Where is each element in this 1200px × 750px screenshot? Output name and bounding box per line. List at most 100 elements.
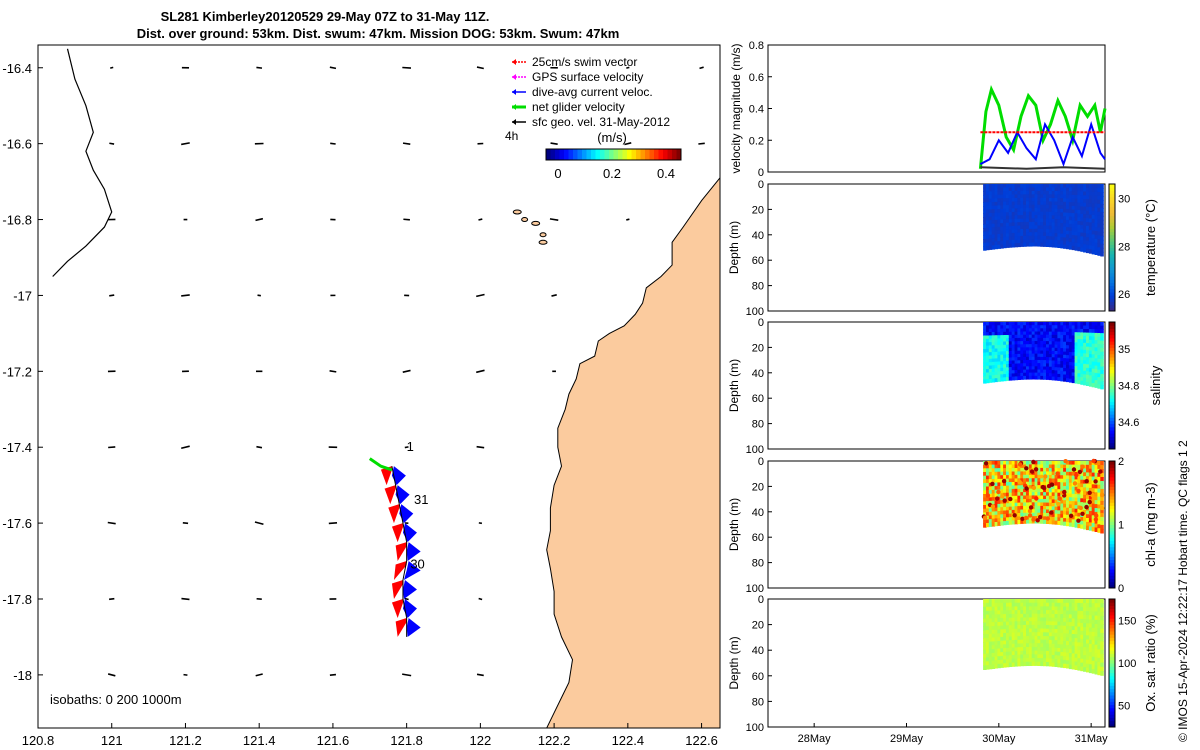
temperature-cell: [1048, 236, 1053, 241]
oxygen-cell: [1054, 614, 1059, 619]
geo-velocity-arrow: [624, 142, 632, 146]
salinity-cell: [1023, 322, 1027, 326]
salinity-cell: [1091, 365, 1096, 370]
chla-cell: [997, 471, 1001, 476]
oxygen-cell: [986, 653, 990, 658]
temperature-cell: [1040, 215, 1044, 220]
chla-cell: [1066, 471, 1070, 476]
chla-cell: [1008, 510, 1013, 515]
salinity-cell: [1003, 335, 1007, 339]
oxygen-cell: [1020, 606, 1024, 611]
salinity-cell: [1031, 359, 1036, 364]
salinity-cell: [1054, 325, 1059, 329]
temperature-cell: [1054, 229, 1059, 234]
temperature-cell: [1000, 201, 1004, 206]
temperature-cell: [1023, 184, 1027, 189]
salinity-cell: [1097, 351, 1101, 356]
temperature-cell: [1068, 202, 1073, 207]
temperature-cell: [1077, 221, 1081, 226]
oxygen-cell: [1008, 632, 1013, 637]
oxygen-cell: [1060, 633, 1064, 638]
oxygen-cell: [1014, 599, 1019, 604]
salinity-cell: [1083, 335, 1087, 340]
chla-cell: [1028, 488, 1033, 493]
salinity-cell: [1046, 325, 1050, 329]
temperature-cell: [1094, 242, 1099, 248]
temperature-colorbar-cell: [1109, 260, 1115, 264]
salinity-cell: [1060, 374, 1064, 379]
current-vector-patch: [399, 504, 414, 524]
temperature-cell: [1040, 235, 1044, 240]
chla-cell: [1071, 508, 1076, 513]
salinity-cell: [1043, 366, 1047, 371]
oxygen-cell: [1071, 657, 1076, 662]
geo-velocity-arrow: [476, 445, 485, 449]
oxygen-cell: [1054, 662, 1059, 667]
oxygen-cell: [1017, 628, 1021, 633]
temperature-cell: [1028, 197, 1033, 202]
temperature-cell: [1077, 206, 1081, 211]
temperature-cell: [1048, 232, 1053, 237]
temperature-colorbar-cell: [1109, 250, 1115, 255]
salinity-cell: [994, 335, 999, 340]
oxygen-cell: [997, 640, 1001, 646]
salinity-cell: [991, 348, 996, 353]
oxygen-cell: [1037, 646, 1041, 652]
temperature-cell: [1048, 184, 1053, 189]
oxygen-cell: [1034, 628, 1039, 633]
salinity-cell: [1008, 360, 1013, 365]
temperature-cell: [1031, 187, 1036, 192]
oxygen-cell: [1043, 661, 1047, 667]
chla-cell: [1028, 495, 1033, 500]
salinity-cell: [1080, 332, 1084, 337]
oxygen-cell: [1086, 611, 1090, 616]
chla-cell: [1003, 510, 1007, 515]
salinity-cell: [1051, 322, 1056, 326]
oxygen-cell: [1054, 602, 1059, 607]
chla-cell: [1031, 464, 1036, 469]
oxygen-cell: [1020, 602, 1024, 607]
temperature-cell: [1074, 246, 1079, 251]
chla-cell: [1074, 486, 1079, 491]
temperature-cell: [1006, 187, 1010, 192]
oxygen-colorbar-label: Ox. sat. ratio (%): [1143, 614, 1158, 712]
temperature-cell: [1048, 204, 1053, 209]
salinity-cell: [1034, 331, 1039, 336]
chla-hotspot: [1099, 492, 1105, 498]
temperature-colorbar-cell: [1109, 307, 1115, 312]
chla-cell: [1063, 518, 1067, 523]
salinity-cell: [1057, 364, 1061, 368]
oxygen-cell: [1051, 610, 1056, 615]
salinity-cell: [1086, 339, 1090, 344]
temperature-cell: [1023, 197, 1027, 202]
salinity-cell: [1063, 325, 1067, 330]
chla-cell: [1011, 475, 1016, 480]
oxygen-cell: [983, 622, 987, 627]
oxygen-cell: [1028, 632, 1033, 637]
oxygen-cell: [1094, 603, 1099, 608]
temperature-cell: [1043, 187, 1047, 192]
temperature-cell: [1080, 221, 1084, 226]
temperature-cell: [1100, 223, 1104, 229]
chla-cell: [1034, 502, 1039, 507]
temperature-cell: [1006, 219, 1010, 224]
oxygen-colorbar-cell: [1109, 679, 1115, 683]
salinity-cell: [986, 345, 990, 350]
chla-cell: [1074, 479, 1079, 484]
salinity-cell: [1003, 344, 1007, 349]
temperature-colorbar-cell: [1109, 276, 1115, 280]
oxygen-cell: [997, 629, 1001, 634]
chla-colorbar-cell: [1109, 562, 1115, 567]
temperature-cell: [1086, 210, 1090, 215]
chla-hotspot: [1100, 505, 1105, 511]
temperature-cell: [1060, 230, 1064, 235]
chla-cell: [1088, 503, 1093, 508]
chla-cell: [1011, 488, 1016, 493]
salinity-cell: [1051, 338, 1056, 342]
chla-y-tick-label: 60: [752, 532, 764, 544]
salinity-cell: [1060, 344, 1064, 349]
oxygen-cell: [1077, 634, 1081, 639]
temperature-cell: [1074, 242, 1079, 247]
temperature-cell: [1040, 228, 1044, 233]
day-label: 30: [410, 557, 424, 572]
